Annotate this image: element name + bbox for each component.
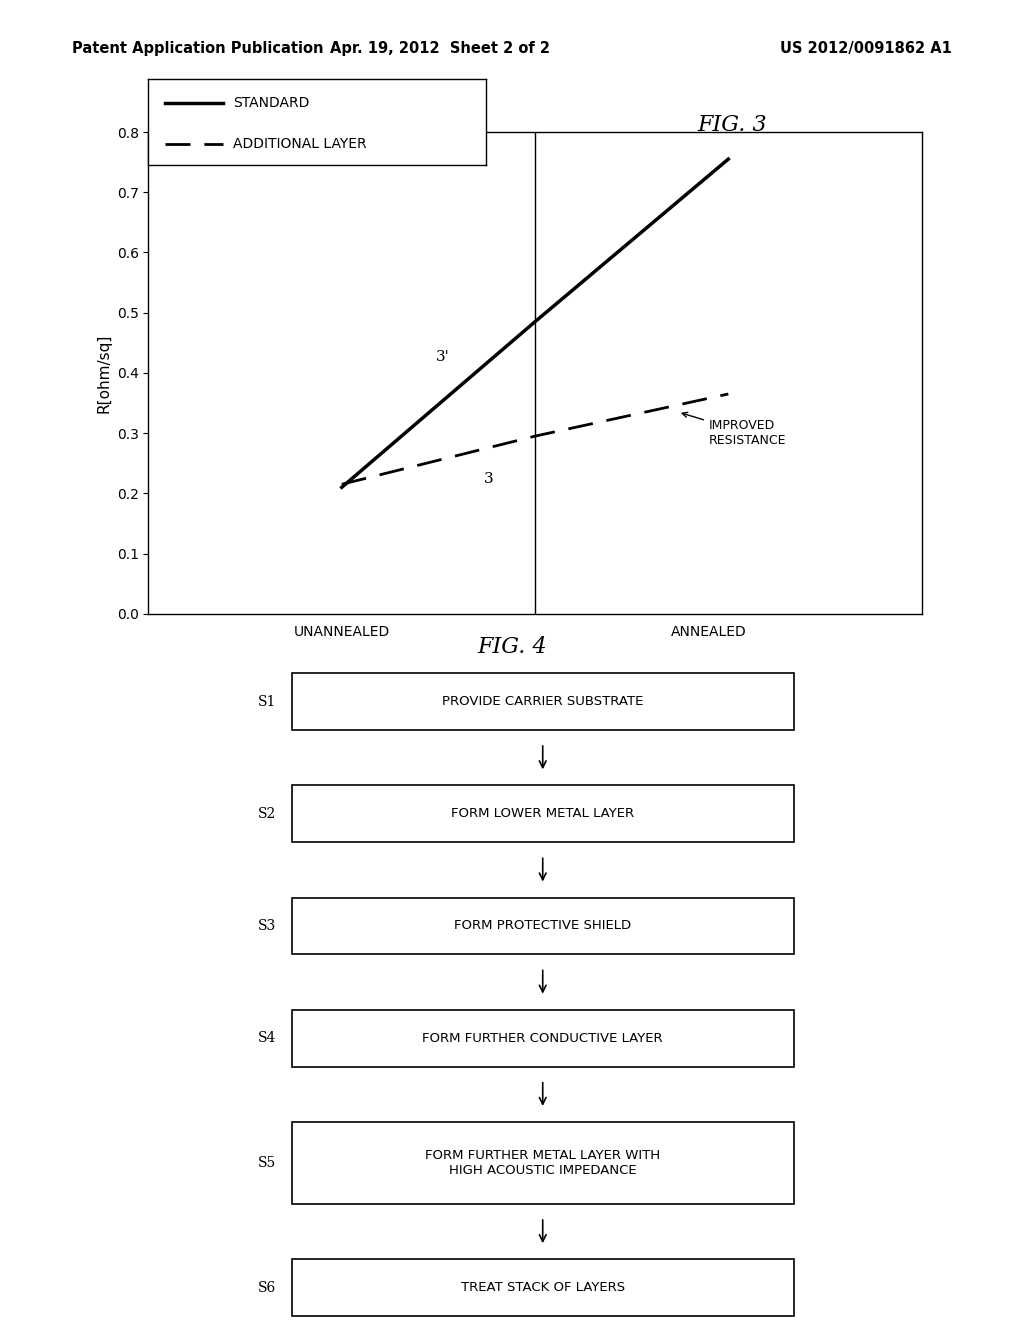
Text: FIG. 4: FIG. 4 xyxy=(477,636,547,657)
Text: S2: S2 xyxy=(258,807,276,821)
Text: TREAT STACK OF LAYERS: TREAT STACK OF LAYERS xyxy=(461,1282,625,1294)
Text: FORM FURTHER CONDUCTIVE LAYER: FORM FURTHER CONDUCTIVE LAYER xyxy=(423,1032,663,1044)
Text: S6: S6 xyxy=(258,1280,276,1295)
Text: 3': 3' xyxy=(435,350,450,364)
Text: FORM FURTHER METAL LAYER WITH
HIGH ACOUSTIC IMPEDANCE: FORM FURTHER METAL LAYER WITH HIGH ACOUS… xyxy=(425,1148,660,1177)
Y-axis label: R[ohm/sq]: R[ohm/sq] xyxy=(96,333,112,413)
Text: STANDARD: STANDARD xyxy=(232,96,309,111)
Text: Apr. 19, 2012  Sheet 2 of 2: Apr. 19, 2012 Sheet 2 of 2 xyxy=(331,41,550,57)
Text: Patent Application Publication: Patent Application Publication xyxy=(72,41,324,57)
Text: S3: S3 xyxy=(258,919,276,933)
Text: IMPROVED
RESISTANCE: IMPROVED RESISTANCE xyxy=(682,412,786,447)
Text: FORM LOWER METAL LAYER: FORM LOWER METAL LAYER xyxy=(452,808,634,820)
Text: ADDITIONAL LAYER: ADDITIONAL LAYER xyxy=(232,136,367,150)
Text: FIG. 3: FIG. 3 xyxy=(697,115,767,136)
Text: PROVIDE CARRIER SUBSTRATE: PROVIDE CARRIER SUBSTRATE xyxy=(442,696,643,708)
Text: 3: 3 xyxy=(484,473,494,486)
Text: FORM PROTECTIVE SHIELD: FORM PROTECTIVE SHIELD xyxy=(455,920,631,932)
Text: S5: S5 xyxy=(258,1156,276,1170)
Text: S4: S4 xyxy=(258,1031,276,1045)
Text: US 2012/0091862 A1: US 2012/0091862 A1 xyxy=(780,41,952,57)
Text: S1: S1 xyxy=(258,694,276,709)
